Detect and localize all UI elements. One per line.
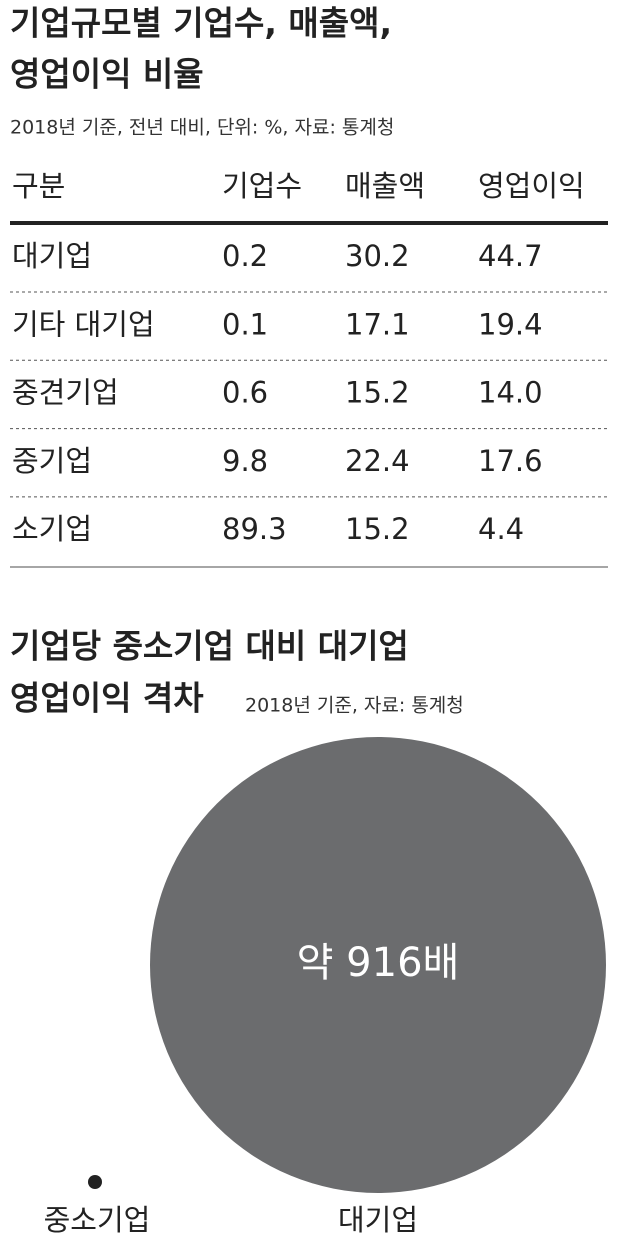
table-cell: 17.6 [478, 444, 543, 478]
table-cell: 기타 대기업 [12, 307, 155, 341]
table-cell: 89.3 [222, 512, 287, 546]
table-cell: 22.4 [345, 444, 410, 478]
table-cell: 대기업 [12, 239, 92, 273]
table-cell: 15.2 [345, 512, 410, 546]
column-header: 기업수 [222, 169, 302, 203]
title-line: 기업당 중소기업 대비 대기업 [10, 627, 409, 666]
table-cell: 중기업 [12, 444, 92, 478]
bubble-caption: 대기업 [338, 1203, 418, 1237]
column-header: 영업이익 [478, 169, 585, 203]
column-header: 매출액 [345, 169, 425, 203]
bubble-label: 약 916배 [297, 940, 460, 986]
table-cell: 30.2 [345, 239, 410, 273]
table-cell: 44.7 [478, 239, 543, 273]
table-cell: 0.1 [222, 307, 268, 341]
small-bubble [88, 1175, 102, 1189]
table-cell: 19.4 [478, 307, 543, 341]
title-line: 영업이익 비율 [10, 55, 204, 94]
column-header: 구분 [12, 169, 65, 203]
large-bubble [150, 737, 606, 1193]
note: 2018년 기준, 전년 대비, 단위: %, 자료: 통계청 [10, 117, 394, 139]
table-cell: 0.6 [222, 376, 268, 410]
table-cell: 15.2 [345, 376, 410, 410]
note: 2018년 기준, 자료: 통계청 [245, 695, 464, 717]
table-cell: 17.1 [345, 307, 410, 341]
table-cell: 4.4 [478, 512, 524, 546]
table-cell: 중견기업 [12, 376, 119, 410]
table-cell: 0.2 [222, 239, 268, 273]
title-line: 기업규모별 기업수, 매출액, [10, 4, 392, 43]
table-cell: 소기업 [12, 512, 92, 546]
bubble-caption: 중소기업 [44, 1203, 151, 1237]
table-cell: 9.8 [222, 444, 268, 478]
title-line: 영업이익 격차 [10, 679, 204, 718]
table-cell: 14.0 [478, 376, 543, 410]
